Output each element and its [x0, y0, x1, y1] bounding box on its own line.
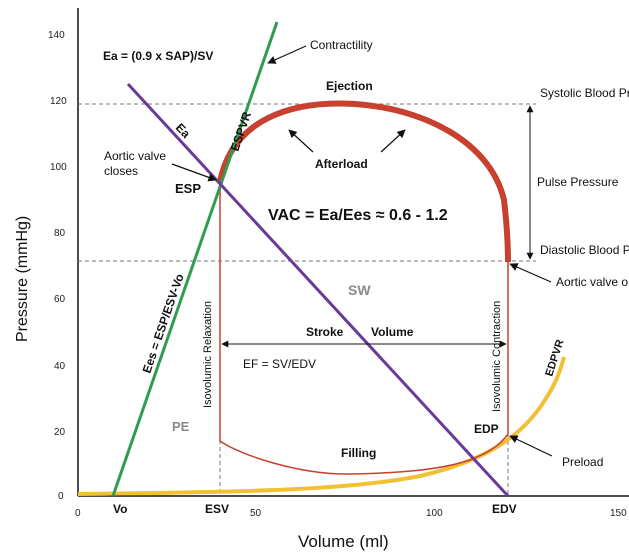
y-tick-140: 140	[48, 30, 65, 41]
contractility-label: Contractility	[310, 38, 373, 52]
pulse-pressure-label: Pulse Pressure	[537, 175, 619, 189]
y-axis-title: Pressure (mmHg)	[14, 216, 31, 342]
esp-label: ESP	[175, 181, 201, 196]
afterload-label: Afterload	[315, 157, 368, 171]
ea-line	[126, 82, 510, 498]
aortic-opens-arrow	[509, 263, 552, 283]
aortic-closes-label-2: closes	[104, 164, 138, 178]
vo-label: Vo	[113, 502, 127, 516]
sw-label: SW	[348, 282, 371, 298]
stroke-label: Stroke	[306, 325, 344, 339]
aortic-closes-label-1: Aortic valve	[104, 149, 166, 163]
y-tick-100: 100	[50, 162, 67, 173]
afterload-arrow-left	[288, 129, 314, 153]
vac-label: VAC = Ea/Ees ≈ 0.6 - 1.2	[268, 207, 448, 224]
pv-loop-ejection-arc	[217, 100, 511, 263]
y-tick-20: 20	[54, 427, 66, 438]
afterload-arrow-right	[380, 129, 406, 153]
ea-formula: Ea = (0.9 x SAP)/SV	[103, 49, 213, 63]
edpvr-curve	[77, 356, 566, 496]
esv-label: ESV	[205, 502, 229, 516]
edv-label: EDV	[492, 502, 517, 516]
x-tick-150: 150	[610, 508, 627, 519]
y-tick-120: 120	[50, 96, 67, 107]
aortic-closes-arrow	[171, 163, 217, 182]
iso-relax-label: Isovolumic Relaxation	[202, 301, 214, 408]
pe-label: PE	[172, 419, 190, 434]
aortic-opens-label: Aortic valve o	[556, 275, 628, 289]
ejection-label: Ejection	[326, 79, 373, 93]
preload-arrow	[509, 435, 553, 457]
systolic-bp-label: Systolic Blood Pr	[540, 86, 629, 100]
contractility-arrow	[267, 45, 307, 64]
pv-loop-thin-sides	[219, 182, 509, 475]
ef-label: EF = SV/EDV	[243, 357, 316, 371]
y-tick-40: 40	[54, 361, 66, 372]
y-tick-0: 0	[58, 491, 64, 502]
y-tick-80: 80	[54, 228, 66, 239]
volume-label: Volume	[371, 325, 414, 339]
filling-label: Filling	[341, 446, 376, 460]
x-tick-50: 50	[250, 508, 262, 519]
iso-contract-label: Isovolumic Contraction	[491, 301, 503, 412]
diastolic-bp-label: Diastolic Blood P	[540, 243, 629, 257]
x-axis-title: Volume (ml)	[298, 532, 389, 551]
y-tick-60: 60	[54, 294, 66, 305]
espvr-line	[111, 21, 279, 497]
x-tick-100: 100	[426, 508, 443, 519]
edp-label: EDP	[474, 422, 499, 436]
preload-label: Preload	[562, 455, 603, 469]
ees-label: Ees = ESP/ESV-Vo	[140, 272, 187, 375]
x-tick-0: 0	[75, 508, 81, 519]
